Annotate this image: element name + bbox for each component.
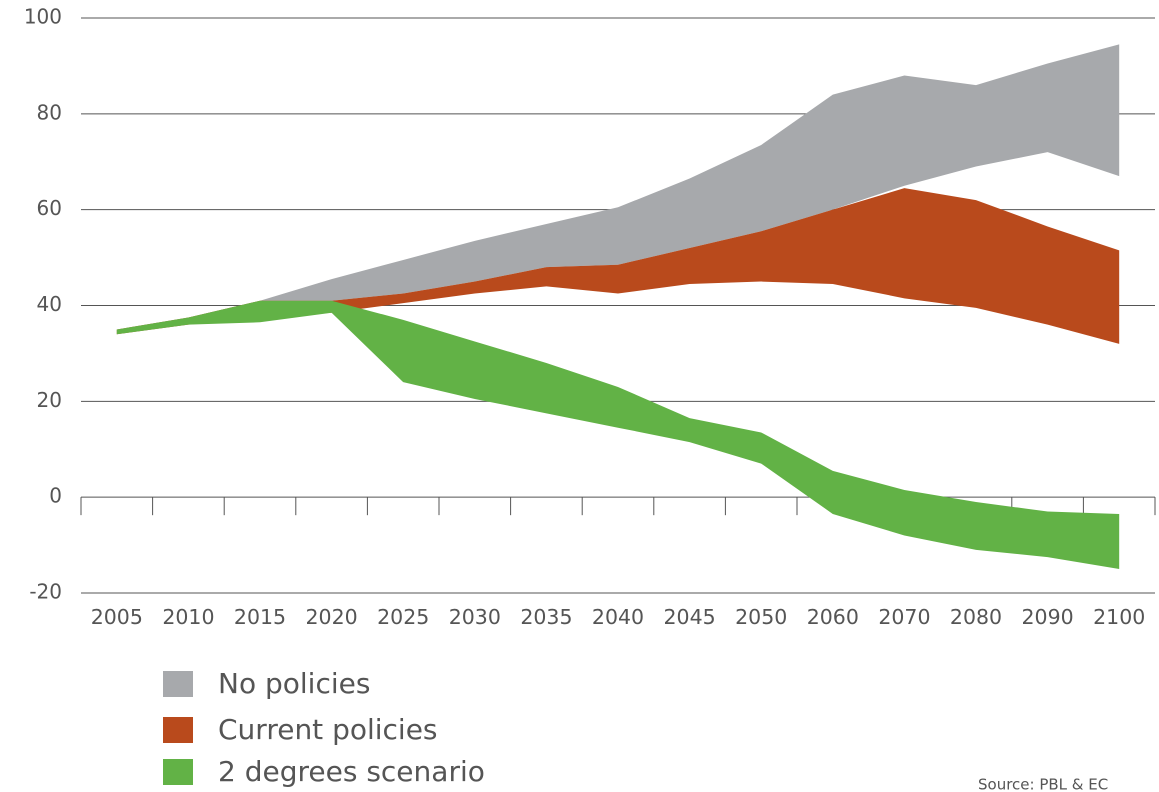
y-tick-label: 100: [24, 5, 62, 29]
x-tick-label: 2020: [306, 605, 358, 629]
legend-label: Current policies: [218, 713, 438, 746]
x-tick-label: 2010: [162, 605, 214, 629]
y-tick-label: 20: [37, 388, 62, 412]
legend-swatch: [163, 759, 193, 785]
y-tick-label: 0: [49, 484, 62, 508]
range-band: [260, 44, 1120, 301]
range-band: [116, 300, 1120, 570]
x-tick-label: 2100: [1093, 605, 1145, 629]
y-tick-label: 80: [37, 100, 62, 124]
legend-swatch: [163, 671, 193, 697]
x-tick-label: 2025: [377, 605, 429, 629]
legend-label: No policies: [218, 667, 370, 700]
x-tick-label: 2040: [592, 605, 644, 629]
x-tick-label: 2035: [520, 605, 572, 629]
legend-label: 2 degrees scenario: [218, 755, 485, 788]
x-tick-label: 2045: [664, 605, 716, 629]
x-tick-label: 2080: [950, 605, 1002, 629]
y-tick-label: 60: [37, 196, 62, 220]
range-band: [116, 188, 1120, 344]
x-tick-label: 2015: [234, 605, 286, 629]
y-tick-label: -20: [29, 580, 62, 604]
source-note: Source: PBL & EC: [978, 776, 1108, 792]
y-tick-label: 40: [37, 292, 62, 316]
x-tick-label: 2060: [807, 605, 859, 629]
x-tick-label: 2005: [91, 605, 143, 629]
x-tick-label: 2070: [878, 605, 930, 629]
legend-swatch: [163, 717, 193, 743]
x-tick-label: 2030: [449, 605, 501, 629]
x-tick-label: 2050: [735, 605, 787, 629]
x-tick-label: 2090: [1022, 605, 1074, 629]
